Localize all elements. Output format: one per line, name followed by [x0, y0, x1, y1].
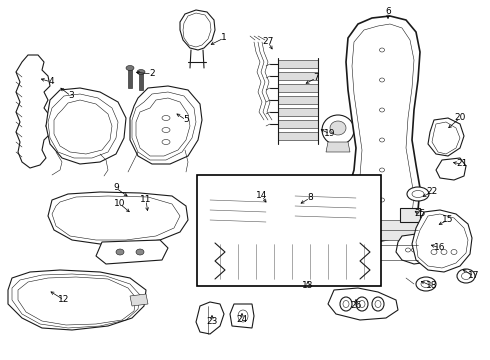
Text: 12: 12 — [58, 296, 70, 305]
Polygon shape — [130, 86, 202, 164]
Text: 22: 22 — [426, 188, 438, 197]
Text: 26: 26 — [350, 302, 362, 310]
Text: 1: 1 — [221, 33, 227, 42]
Text: 5: 5 — [183, 116, 189, 125]
Polygon shape — [196, 302, 224, 334]
Polygon shape — [204, 190, 272, 236]
Polygon shape — [346, 16, 420, 242]
Polygon shape — [326, 142, 350, 152]
Polygon shape — [8, 270, 146, 330]
Text: 16: 16 — [434, 243, 446, 252]
Text: 2: 2 — [149, 69, 155, 78]
Polygon shape — [278, 108, 318, 116]
Text: 13: 13 — [302, 282, 314, 291]
Text: 8: 8 — [307, 194, 313, 202]
Polygon shape — [412, 210, 472, 272]
Polygon shape — [428, 118, 464, 156]
Polygon shape — [278, 72, 318, 80]
Polygon shape — [328, 288, 398, 320]
Polygon shape — [206, 242, 378, 280]
Text: 18: 18 — [426, 282, 438, 291]
Text: 9: 9 — [113, 184, 119, 193]
Text: 7: 7 — [313, 73, 319, 82]
Ellipse shape — [116, 249, 124, 255]
Polygon shape — [436, 158, 466, 180]
Polygon shape — [278, 60, 318, 68]
Text: 15: 15 — [442, 216, 454, 225]
Polygon shape — [278, 84, 318, 92]
Polygon shape — [286, 186, 362, 236]
Polygon shape — [278, 132, 318, 140]
Polygon shape — [46, 88, 126, 164]
Ellipse shape — [416, 277, 436, 291]
Text: 23: 23 — [206, 318, 218, 327]
Text: 17: 17 — [468, 271, 480, 280]
Ellipse shape — [322, 115, 354, 145]
Text: 20: 20 — [454, 113, 466, 122]
Text: 21: 21 — [456, 159, 467, 168]
Polygon shape — [278, 96, 318, 104]
Ellipse shape — [457, 269, 475, 283]
Polygon shape — [128, 68, 132, 88]
Text: 27: 27 — [262, 37, 274, 46]
Polygon shape — [208, 230, 377, 242]
Polygon shape — [96, 240, 168, 264]
Text: 3: 3 — [68, 91, 74, 100]
Text: 19: 19 — [324, 130, 336, 139]
Text: 25: 25 — [415, 210, 426, 219]
Polygon shape — [396, 234, 436, 264]
Polygon shape — [400, 208, 420, 222]
Text: 10: 10 — [114, 199, 126, 208]
Ellipse shape — [126, 66, 134, 71]
Polygon shape — [230, 304, 254, 328]
Polygon shape — [278, 120, 318, 128]
Text: 24: 24 — [236, 315, 247, 324]
Bar — [197, 175, 381, 286]
Polygon shape — [139, 72, 143, 90]
Polygon shape — [16, 55, 50, 168]
Ellipse shape — [407, 187, 429, 201]
Text: 11: 11 — [140, 195, 152, 204]
Ellipse shape — [136, 249, 144, 255]
Polygon shape — [130, 294, 148, 306]
Ellipse shape — [330, 121, 346, 135]
Text: 4: 4 — [48, 77, 54, 86]
Text: 14: 14 — [256, 192, 268, 201]
Text: 6: 6 — [385, 8, 391, 17]
Polygon shape — [350, 220, 420, 240]
Polygon shape — [48, 192, 188, 244]
Ellipse shape — [137, 69, 145, 75]
Polygon shape — [180, 10, 215, 50]
